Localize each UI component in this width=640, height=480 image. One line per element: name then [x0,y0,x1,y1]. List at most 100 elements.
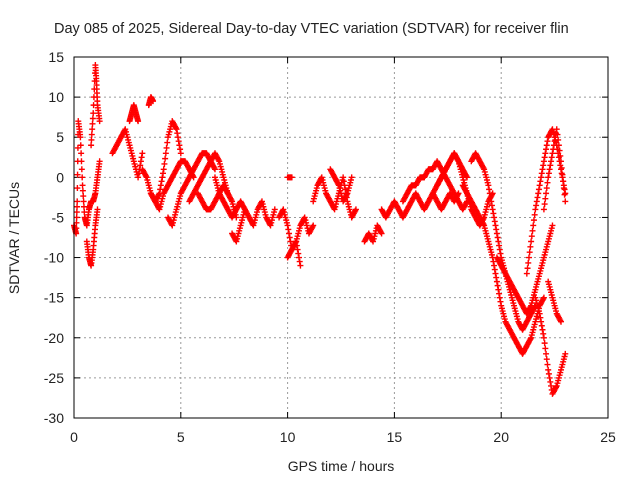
data-point [544,138,551,145]
x-tick-label: 20 [493,429,509,445]
y-tick-label: -30 [44,410,64,426]
data-point [545,366,552,373]
y-tick-label: -25 [44,370,64,386]
data-point [137,162,144,169]
data-point [77,134,84,141]
data-point [135,174,142,181]
data-point [285,226,292,233]
data-point [538,322,545,329]
data-point [559,171,566,178]
data-point [310,222,317,229]
data-point [496,290,503,297]
data-point [489,206,496,213]
data-point [488,198,495,205]
data-point [526,249,533,256]
data-point [80,198,87,205]
data-point [537,178,544,185]
data-point [490,258,497,265]
data-point [491,262,498,269]
data-point [549,222,556,229]
data-point [560,185,567,192]
data-point [157,186,164,193]
data-point [174,130,181,137]
data-point [540,294,547,301]
data-point [554,131,561,138]
data-point [525,259,532,266]
data-point [545,370,552,377]
data-point [536,310,543,317]
data-point [544,361,551,368]
data-point [241,206,248,213]
data-point [538,318,545,325]
data-point [73,214,80,221]
data-point [548,154,555,161]
data-point [548,158,555,165]
data-point [138,154,145,161]
data-point [88,136,95,143]
data-point [295,254,302,261]
data-point [497,250,504,257]
data-point [562,350,569,357]
data-point [535,190,542,197]
data-point [160,170,166,177]
data-point [540,162,547,169]
data-point [293,238,300,245]
data-point [528,233,535,240]
data-point [174,134,181,141]
data-point [496,246,503,253]
data-point [533,202,540,209]
data-point [540,334,547,341]
data-point [286,230,293,237]
data-point [286,234,293,241]
data-point [162,155,169,162]
y-tick-labels: 15 10 5 0 -5 -10 -15 -20 -25 -30 [44,49,64,426]
data-point [540,206,547,213]
data-point [494,282,501,289]
data-point [525,254,532,261]
data-point [548,382,555,389]
data-point [532,206,539,213]
data-point [541,154,548,161]
y-tick-label: 15 [48,49,64,65]
data-point [79,182,86,189]
data-point [558,318,565,325]
data-point [164,139,171,146]
data-point [96,158,103,165]
data-point [528,238,535,245]
chart-title: Day 085 of 2025, Sidereal Day-to-day VTE… [54,21,569,37]
data-point [139,150,146,157]
data-point [297,262,304,269]
x-tick-label: 10 [280,429,296,445]
data-point [541,201,548,208]
data-point [296,258,303,265]
data-point [74,171,81,178]
data-point [163,144,170,151]
data-point [159,174,166,181]
data-point [556,147,563,154]
data-point [176,142,183,149]
data-point [352,206,359,213]
data-point [340,174,347,181]
x-tick-label: 25 [600,429,616,445]
data-point [553,126,560,133]
data-point [530,217,537,224]
x-tick-label: 5 [177,429,185,445]
data-point [545,174,552,181]
data-point [294,246,301,253]
y-tick-label: -15 [44,290,64,306]
data-point [545,170,552,177]
data-point [162,150,169,157]
data-point [135,118,142,125]
data-point [542,345,549,352]
y-tick-label: 5 [56,129,64,145]
data-point [160,166,167,173]
data-point [177,146,184,153]
data-point [158,178,165,185]
data-point [88,142,95,149]
data-point [490,210,497,217]
data-point [531,211,538,218]
data-point [78,166,85,173]
data-point [558,166,565,173]
data-point [494,234,501,241]
